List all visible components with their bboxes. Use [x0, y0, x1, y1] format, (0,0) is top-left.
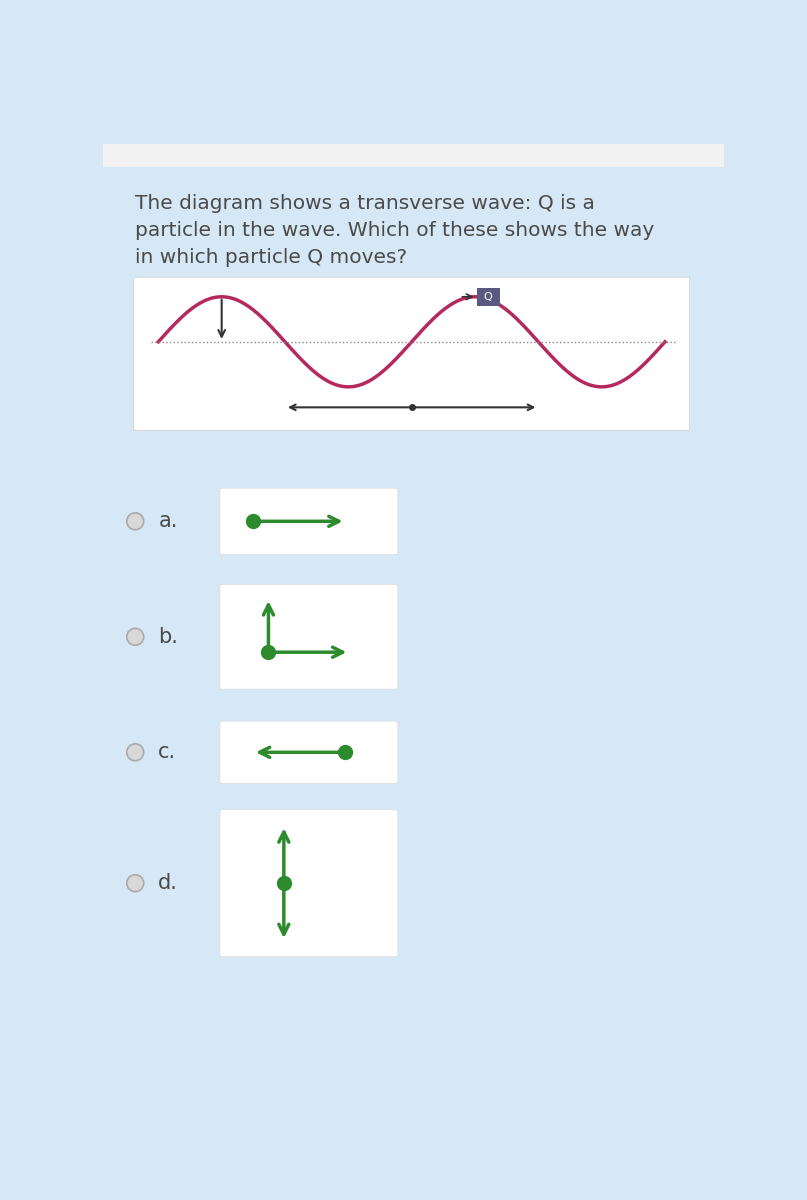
FancyBboxPatch shape: [220, 584, 398, 689]
Circle shape: [127, 629, 144, 646]
FancyBboxPatch shape: [477, 288, 500, 306]
Bar: [103, 144, 725, 167]
FancyBboxPatch shape: [220, 721, 398, 784]
FancyBboxPatch shape: [220, 488, 398, 554]
Text: particle in the wave. Which of these shows the way: particle in the wave. Which of these sho…: [136, 221, 654, 240]
Text: a.: a.: [158, 511, 178, 532]
FancyBboxPatch shape: [220, 810, 398, 956]
Circle shape: [127, 875, 144, 892]
Circle shape: [127, 744, 144, 761]
Text: in which particle Q moves?: in which particle Q moves?: [136, 248, 408, 266]
Text: d.: d.: [158, 874, 178, 893]
Text: The diagram shows a transverse wave: Q is a: The diagram shows a transverse wave: Q i…: [136, 194, 595, 214]
Text: Q: Q: [483, 292, 492, 301]
FancyBboxPatch shape: [134, 277, 690, 431]
Text: c.: c.: [158, 743, 177, 762]
Circle shape: [127, 512, 144, 529]
Text: b.: b.: [158, 626, 178, 647]
